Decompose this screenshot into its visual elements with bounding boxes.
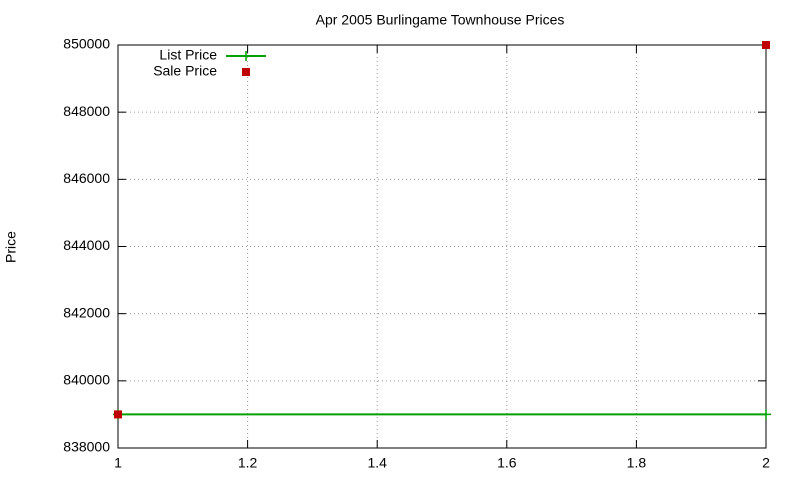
x-tick-label: 1: [114, 455, 122, 471]
data-point: [762, 41, 770, 49]
x-tick-label: 1.8: [627, 455, 647, 471]
y-tick-label: 846000: [63, 170, 110, 186]
legend-swatch: [242, 68, 250, 76]
y-tick-label: 838000: [63, 439, 110, 455]
legend-label: Sale Price: [153, 63, 217, 79]
chart-title: Apr 2005 Burlingame Townhouse Prices: [316, 12, 565, 28]
y-tick-label: 844000: [63, 237, 110, 253]
y-tick-label: 850000: [63, 36, 110, 52]
x-tick-label: 1.6: [497, 455, 517, 471]
plot-frame: [117, 44, 767, 449]
legend-swatch: [241, 51, 251, 61]
x-tick-label: 1.2: [238, 455, 258, 471]
x-tick-label: 1.4: [367, 455, 387, 471]
data-point: [761, 409, 771, 420]
x-tick-label: 2: [762, 455, 770, 471]
y-tick-label: 842000: [63, 304, 110, 320]
y-axis-label: Price: [3, 231, 19, 263]
legend-label: List Price: [159, 47, 217, 63]
data-point: [114, 410, 122, 419]
y-tick-label: 848000: [63, 103, 110, 119]
y-tick-label: 840000: [63, 372, 110, 388]
